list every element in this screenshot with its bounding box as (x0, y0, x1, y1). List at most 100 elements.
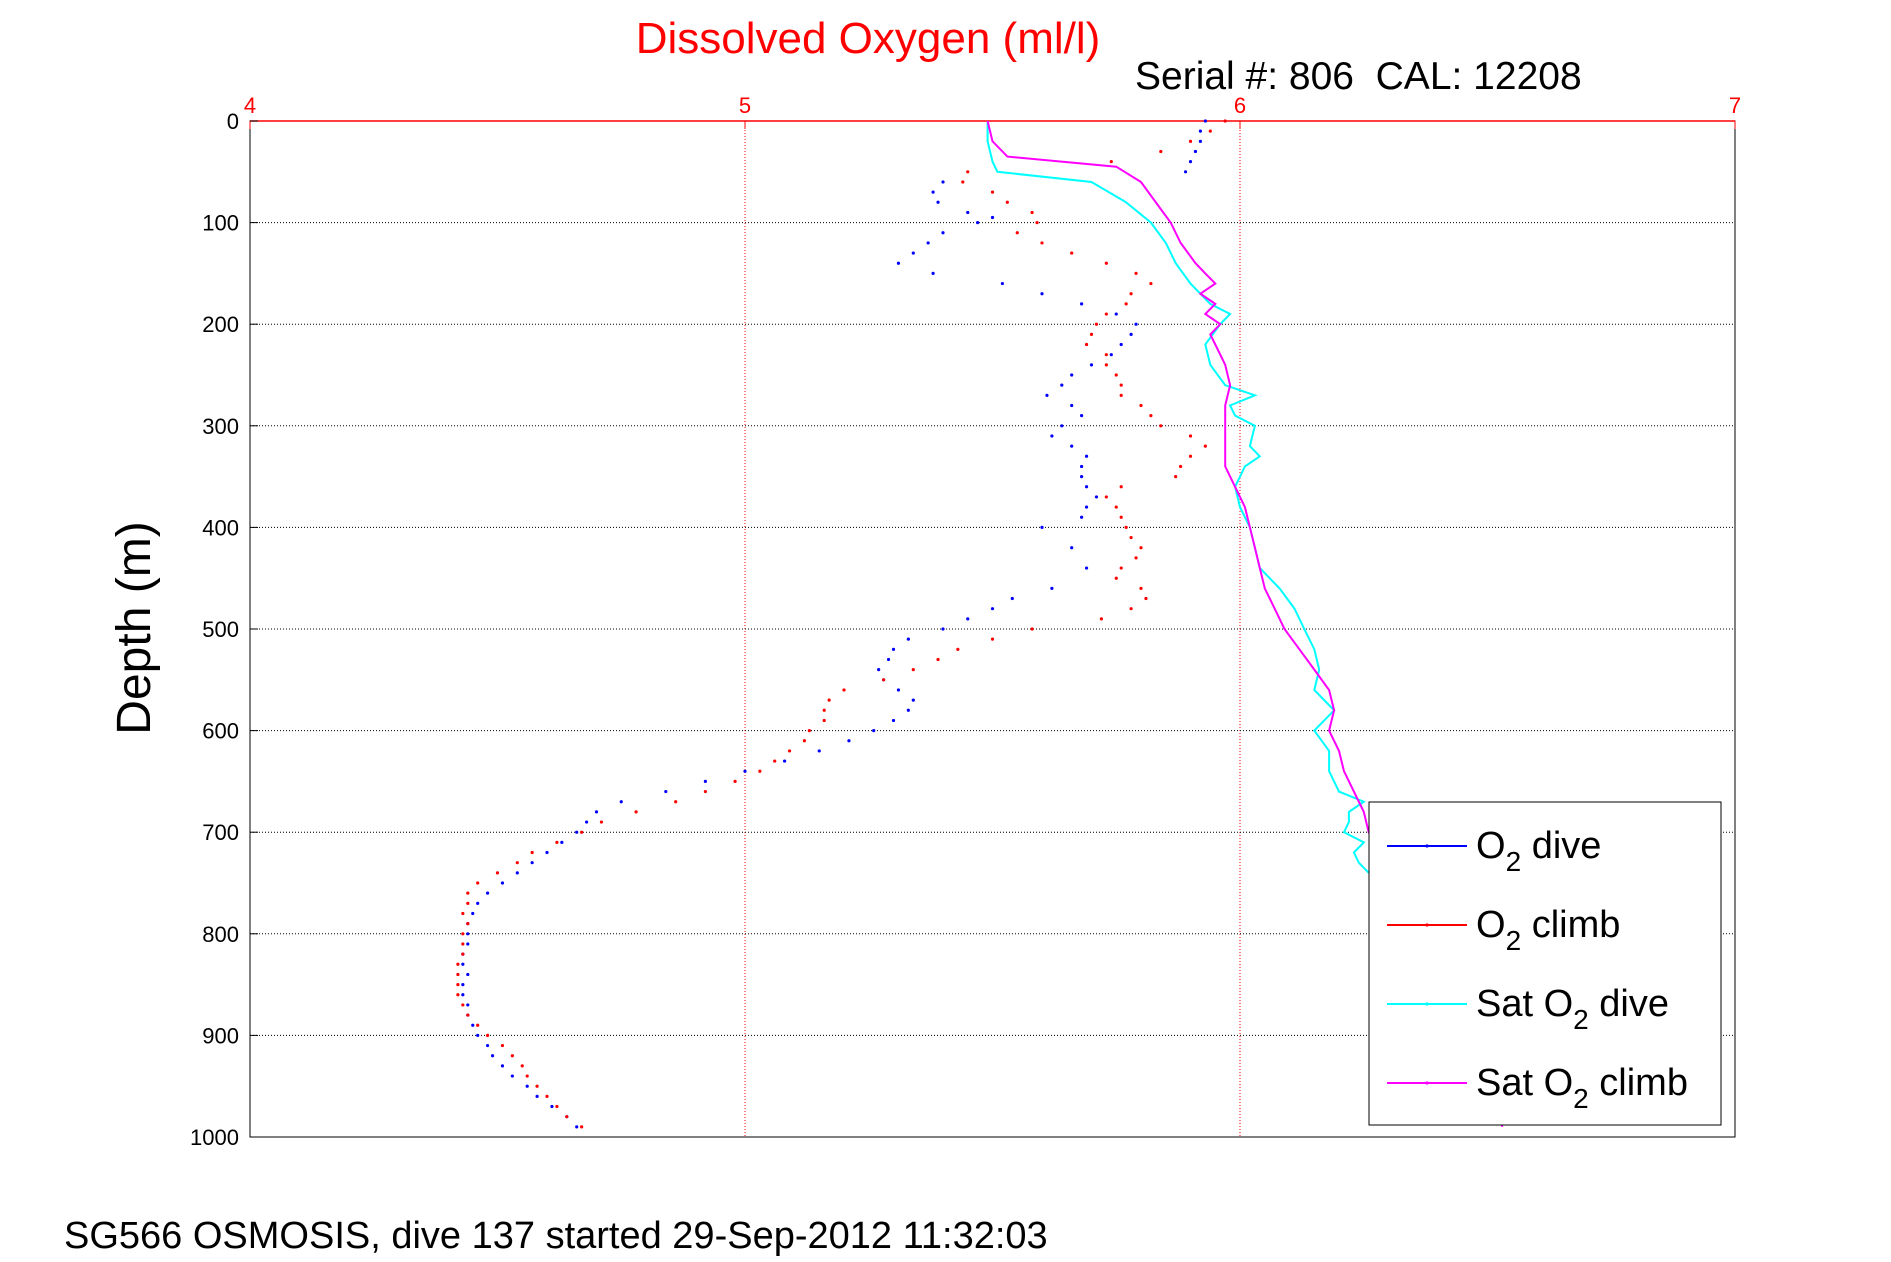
data-point-o2-dive (466, 932, 470, 936)
data-point-o2-climb (456, 993, 460, 997)
footer-caption: SG566 OSMOSIS, dive 137 started 29-Sep-2… (64, 1215, 1048, 1257)
x-axis: 4 5 6 7 (244, 93, 1741, 129)
legend-label-rest: climb (1521, 904, 1620, 946)
legend-label-rest: climb (1589, 1062, 1688, 1104)
data-point-o2-climb (1129, 535, 1133, 540)
series-o2-climb (456, 119, 1227, 1129)
legend-label-rest: dive (1589, 983, 1669, 1025)
data-point-o2-climb (1159, 149, 1163, 154)
data-point-o2-dive (931, 271, 935, 275)
data-point-o2-dive (936, 200, 940, 204)
data-point-o2-climb (1070, 251, 1074, 255)
data-point-o2-climb (520, 1064, 524, 1068)
data-point-o2-climb (1223, 119, 1227, 123)
data-point-o2-climb (525, 1074, 529, 1078)
data-point-o2-dive (461, 962, 465, 966)
data-point-o2-climb (1104, 353, 1108, 357)
data-point-o2-climb (773, 759, 777, 763)
x-tick-label: 6 (1234, 93, 1246, 118)
data-point-o2-dive (926, 241, 930, 245)
data-point-o2-climb (1114, 505, 1118, 509)
data-point-o2-climb (1208, 129, 1212, 133)
data-point-o2-dive (525, 1084, 529, 1088)
y-tick-label: 500 (202, 617, 239, 642)
data-point-o2-dive (847, 739, 851, 743)
data-point-o2-climb (1030, 627, 1034, 631)
data-point-o2-dive (466, 972, 470, 977)
data-point-o2-dive (545, 850, 549, 855)
data-point-o2-climb (1030, 210, 1034, 215)
data-point-o2-climb (1188, 434, 1193, 438)
data-point-o2-climb (1134, 556, 1138, 560)
y-tick-label: 0 (227, 109, 239, 134)
legend-label-subscript: 2 (1573, 1004, 1589, 1035)
data-point-o2-dive (896, 688, 901, 692)
data-point-o2-climb (1203, 444, 1207, 448)
data-point-o2-dive (1188, 160, 1193, 164)
legend-label-main: O (1476, 825, 1506, 867)
data-point-o2-climb (545, 1094, 549, 1098)
data-point-o2-dive (575, 1125, 579, 1129)
data-point-o2-dive (1084, 485, 1089, 489)
data-point-o2-climb (565, 1115, 569, 1119)
data-point-o2-climb (535, 1084, 539, 1088)
data-point-o2-dive (1183, 170, 1188, 174)
data-point-o2-climb (456, 972, 460, 977)
data-point-o2-climb (822, 708, 826, 712)
y-tick-label: 1000 (190, 1125, 239, 1150)
data-point-o2-climb (1124, 525, 1128, 530)
data-point-o2-dive (906, 637, 910, 641)
data-point-o2-climb (807, 729, 811, 733)
x-tick-label: 4 (244, 93, 256, 118)
data-point-o2-dive (817, 749, 821, 753)
legend-label: O2 dive (1476, 825, 1601, 877)
data-point-o2-climb (1119, 383, 1123, 387)
data-point-o2-dive (966, 617, 970, 621)
data-point-o2-climb (466, 891, 470, 895)
data-point-o2-dive (1010, 596, 1014, 601)
data-point-o2-climb (1104, 363, 1108, 367)
data-point-o2-climb (822, 718, 826, 723)
data-point-o2-climb (1099, 617, 1103, 621)
data-point-o2-climb (961, 180, 965, 184)
data-point-o2-dive (1089, 363, 1094, 367)
data-point-o2-climb (456, 962, 460, 966)
data-point-o2-climb (787, 749, 792, 753)
data-point-o2-dive (471, 1023, 475, 1027)
legend-label-subscript: 2 (1506, 925, 1522, 956)
y-tick-label: 600 (202, 719, 239, 744)
data-point-o2-dive (1070, 373, 1074, 377)
data-point-o2-climb (966, 170, 970, 174)
legend-label-rest: dive (1521, 825, 1601, 867)
data-point-o2-dive (1070, 546, 1074, 550)
data-point-o2-climb (510, 1054, 514, 1058)
y-tick-label: 400 (202, 515, 239, 540)
data-point-o2-climb (466, 901, 470, 905)
data-point-o2-dive (911, 251, 915, 255)
data-point-o2-dive (461, 983, 465, 987)
data-point-o2-dive (1080, 414, 1084, 418)
data-point-o2-dive (1119, 342, 1123, 347)
data-point-o2-dive (1084, 505, 1089, 509)
y-tick-label: 100 (202, 211, 239, 236)
data-point-o2-dive (594, 810, 599, 814)
legend-box (1368, 801, 1722, 1126)
y-axis: 0 100 200 300 400 500 600 700 800 900 1000 (190, 109, 258, 1150)
data-point-o2-climb (1040, 241, 1044, 245)
data-point-o2-dive (500, 881, 505, 885)
data-point-o2-dive (990, 215, 995, 220)
data-point-o2-dive (1084, 454, 1089, 458)
legend-marker (1425, 844, 1429, 848)
data-point-o2-climb (1119, 393, 1123, 397)
data-point-o2-climb (476, 1023, 480, 1027)
data-point-o2-climb (703, 789, 708, 794)
data-point-o2-climb (515, 861, 519, 865)
data-point-o2-dive (990, 607, 995, 611)
data-point-o2-climb (1104, 312, 1108, 316)
data-point-o2-dive (743, 769, 747, 773)
data-point-o2-dive (1070, 444, 1074, 448)
x-tick-label: 5 (739, 93, 751, 118)
legend-label: O2 climb (1476, 904, 1620, 956)
